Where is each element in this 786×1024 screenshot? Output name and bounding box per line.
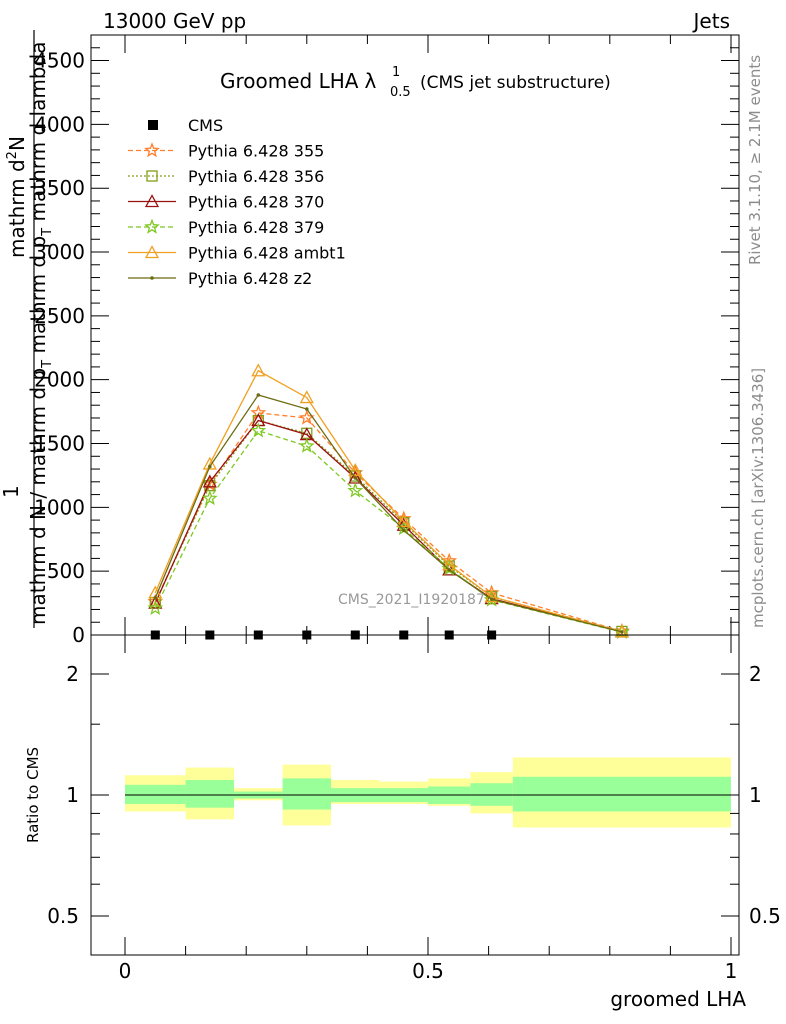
series-marker [150,276,154,280]
ratio-panel: 0.5 0.5 1 1 2 2 0 0.5 1 [47,634,781,983]
legend-entry-cms: CMS [148,116,223,135]
series-marker [305,407,309,411]
ratio-bands [125,757,739,828]
series-marker [250,422,267,438]
legend-label: Pythia 6.428 ambt1 [188,244,346,263]
series-marker [202,490,218,506]
analysis-watermark: CMS_2021_I1920187 [338,592,485,608]
series-5 [153,393,624,634]
y-tick-label: 4000 [34,112,85,136]
series-marker [202,456,217,470]
x-tick-label: 1 [725,959,738,983]
ratio-y-tick-label: 2 [66,662,79,686]
series-marker [251,363,266,377]
ratio-y-tick-label: 1 [66,783,79,807]
y-label-numerator: mathrm d2N [5,136,29,258]
title-superscript: 1 [392,65,400,80]
series-marker [144,218,160,234]
series-marker [299,390,314,404]
x-axis-label: groomed LHA [610,987,746,1011]
ratio-frame [90,634,740,956]
series-marker [401,528,406,533]
title-main: Groomed LHA λ [220,69,376,93]
legend-entry-4: Pythia 6.428 ambt1 [128,244,346,263]
header-right-label: Jets [692,9,730,33]
x-tick-label: 0 [119,959,132,983]
header-left-label: 13000 GeV pp [103,9,246,33]
y-tick-label: 500 [47,559,85,583]
series-marker [620,630,624,634]
y-tick-label: 3000 [34,240,85,264]
series-marker [489,597,494,602]
series-layer [147,363,630,639]
series-marker [153,596,158,600]
series-marker [298,437,315,453]
series-line [154,429,623,633]
title-note: (CMS jet substructure) [420,73,611,93]
y-tick-label: 2500 [34,304,85,328]
series-marker [202,474,217,488]
legend-label: Pythia 6.428 355 [188,142,324,161]
series-marker [208,464,212,469]
y-label-one: 1 [0,485,23,498]
y-tick-label: 2000 [34,368,85,392]
series-marker [398,517,410,529]
series-marker [256,393,261,397]
y-tick-label: 1000 [34,495,85,519]
ratio-y-tick-label: 0.5 [47,904,79,928]
legend-entry-3: Pythia 6.428 379 [128,218,324,237]
rivet-version-label: Rivet 3.1.10, ≥ 2.1M events [746,55,764,265]
series-4 [148,363,630,638]
ratio-y-tick-label-right: 0.5 [749,904,781,928]
series-line [154,369,623,633]
y-axis-label: mathrm d2N 1 mathrm d N / mathrm d pT ma… [0,30,55,628]
ratio-band-inner [512,776,731,812]
y-tick-label: 3500 [34,176,85,200]
y-tick-label: 4500 [34,49,85,73]
legend-label: Pythia 6.428 370 [188,193,324,212]
main-panel: 0 500 1000 1500 2000 2500 3000 3500 4000 4500 [34,34,740,647]
series-marker [147,599,164,615]
y-label-denominator: mathrm d N / mathrm d pT mathrm d pT mat… [26,42,55,625]
chart-title: Groomed LHA λ 1 0.5 (CMS jet substructure… [220,65,611,100]
legend-marker [148,120,158,130]
ratio-band-inner [185,779,235,808]
series-marker [347,482,364,498]
y-tick-label: 0 [72,623,85,647]
mcplots-reference-label: mcplots.cern.ch [arXiv:1306.3436] [749,368,767,628]
ratio-y-tick-label-right: 1 [749,783,762,807]
ratio-band-inner [282,778,332,810]
x-tick-label: 0.5 [412,959,444,983]
series-marker [144,194,160,208]
ratio-band-inner [470,783,513,806]
series-marker [483,584,500,600]
legend-entry-2: Pythia 6.428 370 [128,193,324,212]
series-marker [348,462,363,476]
ratio-y-label: Ratio to CMS [24,747,42,843]
series-marker [144,142,160,158]
y-tick-label: 1500 [34,432,85,456]
ratio-axis-ticks: 0.5 0.5 1 1 2 2 0 0.5 1 [47,635,781,983]
legend-entry-1: Pythia 6.428 356 [128,167,324,186]
series-marker [353,476,358,480]
legend-entry-5: Pythia 6.428 z2 [128,269,312,288]
main-axis-ticks: 0 500 1000 1500 2000 2500 3000 3500 4000 4500 [34,35,739,647]
legend-label: CMS [188,116,223,135]
title-subscript: 0.5 [390,85,411,100]
ratio-y-tick-label-right: 2 [749,662,762,686]
legend-label: Pythia 6.428 z2 [188,269,312,288]
legend-label: Pythia 6.428 379 [188,218,324,237]
legend-label: Pythia 6.428 356 [188,167,324,186]
series-marker [484,589,499,603]
legend: CMS Pythia 6.428 355 Pythia 6.428 356 Pythi… [128,116,346,288]
ratio-band-inner [125,784,186,804]
series-marker [144,245,160,259]
series-marker [447,568,452,572]
series-marker [396,514,411,528]
series-marker [146,170,158,182]
legend-entry-0: Pythia 6.428 355 [128,142,324,161]
